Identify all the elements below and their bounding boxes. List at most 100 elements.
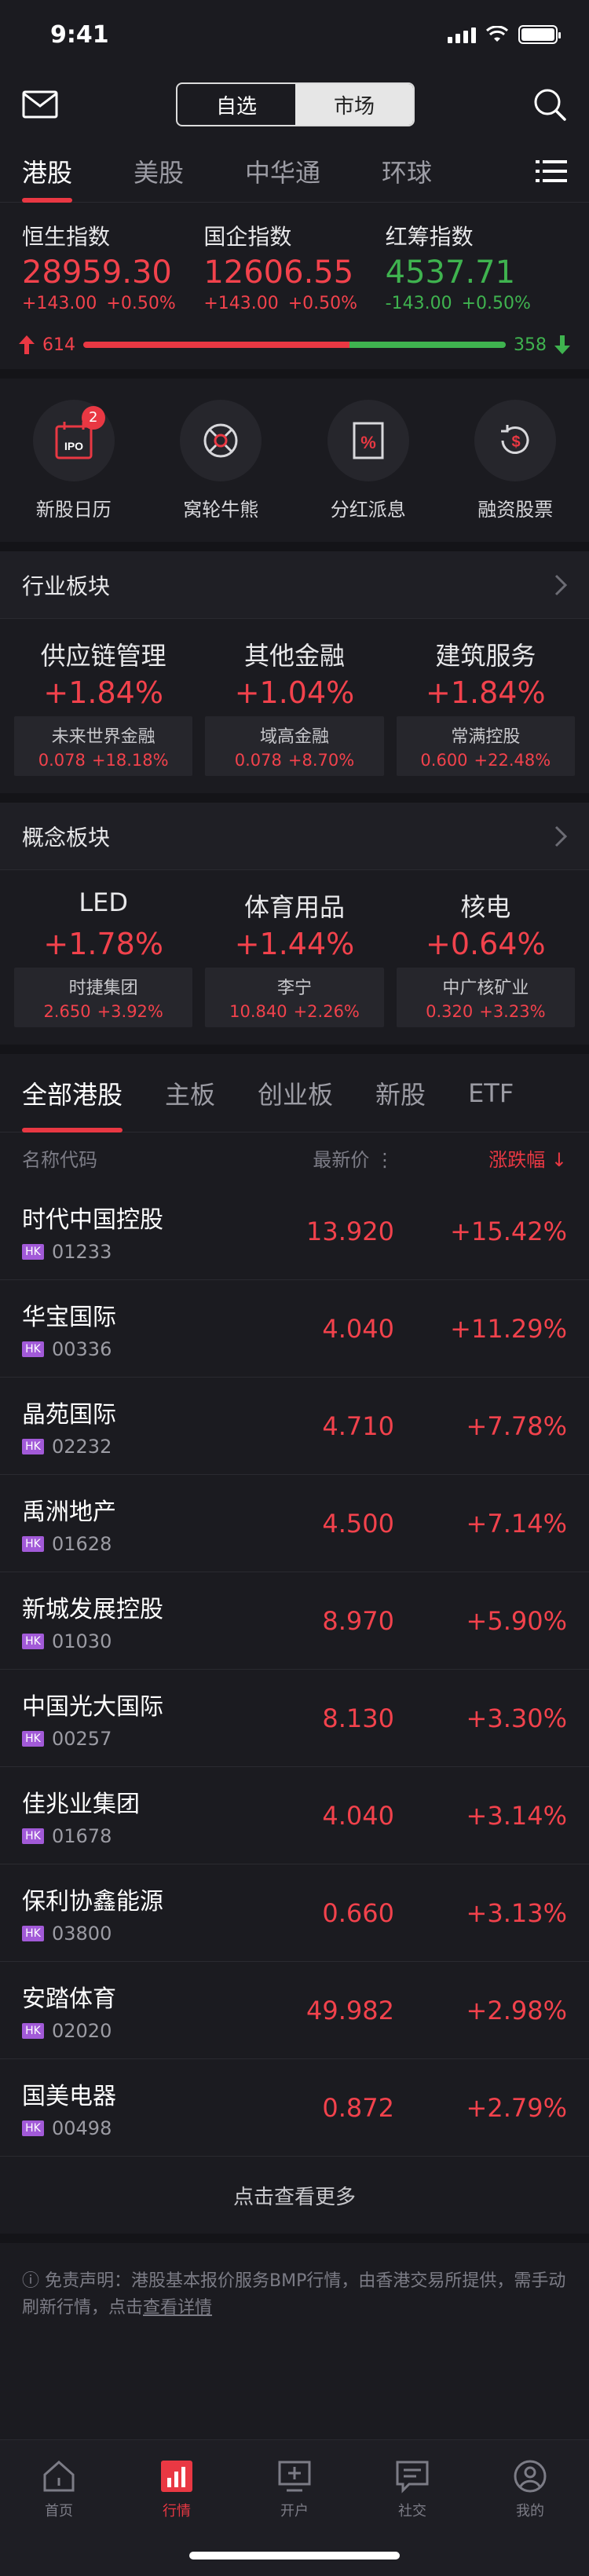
quick-margin-stocks[interactable]: $ 融资股票	[442, 399, 589, 521]
stock-change: +2.79%	[466, 2092, 567, 2123]
stock-price: 13.920	[306, 1216, 394, 1246]
tab-china-connect[interactable]: 中华通	[245, 157, 321, 188]
sector-card[interactable]: 供应链管理 +1.84% 未来世界金融 0.078 +18.18%	[14, 636, 193, 776]
tab-us[interactable]: 美股	[134, 157, 185, 188]
stock-name: 禹洲地产	[22, 1498, 116, 1526]
chevron-right-icon	[554, 574, 567, 595]
index-panel: 恒生指数 28959.30 +143.00 +0.50% 国企指数 12606.5…	[0, 203, 589, 320]
segment-watchlist[interactable]: 自选	[215, 94, 257, 119]
quick-warrants[interactable]: 窝轮牛熊	[148, 399, 295, 521]
mail-icon[interactable]	[22, 90, 58, 119]
sector-card[interactable]: 核电 +0.64% 中广核矿业 0.320 +3.23%	[396, 887, 575, 1027]
stock-info: 国美电器 HK 00498	[22, 2077, 221, 2139]
tabbar-market[interactable]: 行情	[118, 2459, 236, 2576]
stock-price: 4.040	[322, 1313, 394, 1344]
profile-icon	[514, 2460, 547, 2493]
disclaimer: ⓘ 免责声明：港股基本报价服务BMP行情，由香港交易所提供，需手动刷新行情，点击…	[0, 2243, 589, 2322]
stock-price: 8.130	[322, 1703, 394, 1733]
tabbar-social[interactable]: 社交	[353, 2459, 471, 2576]
stock-code: 03800	[52, 1922, 112, 1945]
ipo-calendar-icon: IPO 2	[32, 399, 115, 481]
hk-tag: HK	[22, 1243, 44, 1260]
menu-icon[interactable]	[536, 159, 567, 184]
tab-hk[interactable]: 港股	[22, 140, 73, 203]
header-change[interactable]: 涨跌幅 ↓	[488, 1148, 567, 1171]
hk-tag: HK	[22, 1925, 44, 1941]
sector-change: +1.84%	[426, 675, 546, 710]
list-header: 名称代码 最新价 ⋮ 涨跌幅 ↓	[0, 1132, 589, 1183]
table-row[interactable]: 新城发展控股 HK 01030 8.970 +5.90%	[0, 1572, 589, 1670]
table-row[interactable]: 禹洲地产 HK 01628 4.500 +7.14%	[0, 1475, 589, 1572]
quick-ipo-calendar[interactable]: IPO 2 新股日历	[0, 399, 148, 521]
table-row[interactable]: 中国光大国际 HK 00257 8.130 +3.30%	[0, 1670, 589, 1767]
concept-section-header[interactable]: 概念板块	[0, 803, 589, 870]
stock-code-line: HK 01233	[22, 1241, 221, 1263]
quick-label: 窝轮牛熊	[183, 498, 259, 521]
tab-global[interactable]: 环球	[382, 157, 433, 188]
tabbar-home[interactable]: 首页	[0, 2459, 118, 2576]
open-account-icon	[278, 2461, 311, 2492]
table-row[interactable]: 华宝国际 HK 00336 4.040 +11.29%	[0, 1280, 589, 1378]
stock-change: +3.30%	[466, 1703, 567, 1733]
home-icon	[43, 2460, 75, 2492]
table-row[interactable]: 时代中国控股 HK 01233 13.920 +15.42%	[0, 1183, 589, 1280]
leader-values: 0.078 +18.18%	[38, 751, 169, 770]
load-more-button[interactable]: 点击查看更多	[0, 2157, 589, 2243]
hk-tag: HK	[22, 1828, 44, 1844]
sort-desc-icon: ↓	[551, 1148, 567, 1171]
index-hscei[interactable]: 国企指数 12606.55 +143.00 +0.50%	[203, 220, 385, 320]
signal-icon	[448, 26, 476, 43]
stock-name: 中国光大国际	[22, 1692, 163, 1721]
table-row[interactable]: 安踏体育 HK 02020 49.982 +2.98%	[0, 1962, 589, 2059]
market-tabs: 港股 美股 中华通 环球	[0, 140, 589, 203]
header-price[interactable]: 最新价 ⋮	[313, 1148, 394, 1171]
stock-code-line: HK 01628	[22, 1533, 221, 1555]
sector-card[interactable]: 体育用品 +1.44% 李宁 10.840 +2.26%	[205, 887, 384, 1027]
stock-code-line: HK 00336	[22, 1338, 221, 1360]
tab-main-board[interactable]: 主板	[165, 1079, 216, 1110]
section-title: 概念板块	[22, 824, 111, 851]
sector-card[interactable]: LED +1.78% 时捷集团 2.650 +3.92%	[14, 887, 193, 1027]
warrant-icon	[180, 399, 262, 481]
tab-gem[interactable]: 创业板	[258, 1079, 334, 1110]
tabbar-open-account[interactable]: 开户	[236, 2459, 353, 2576]
breadth-bar-up	[83, 342, 349, 348]
table-row[interactable]: 保利协鑫能源 HK 03800 0.660 +3.13%	[0, 1864, 589, 1962]
quick-dividends[interactable]: % 分红派息	[294, 399, 442, 521]
tabbar-label: 我的	[516, 2503, 544, 2519]
info-icon: ⓘ	[22, 2271, 40, 2291]
index-hsi[interactable]: 恒生指数 28959.30 +143.00 +0.50%	[22, 220, 203, 320]
concept-sectors: LED +1.78% 时捷集团 2.650 +3.92% 体育用品 +1.44% …	[0, 870, 589, 1054]
industry-section-header[interactable]: 行业板块	[0, 551, 589, 619]
tabbar-profile[interactable]: 我的	[471, 2459, 589, 2576]
tab-etf[interactable]: ETF	[468, 1078, 514, 1108]
index-hscci[interactable]: 红筹指数 4537.71 -143.00 +0.50%	[386, 220, 567, 320]
arrow-up-icon	[19, 335, 35, 354]
stock-code: 02020	[52, 2019, 112, 2042]
table-row[interactable]: 国美电器 HK 00498 0.872 +2.79%	[0, 2059, 589, 2157]
sector-change: +1.84%	[43, 675, 163, 710]
stock-change: +11.29%	[450, 1313, 567, 1344]
svg-text:%: %	[360, 433, 376, 452]
battery-icon	[518, 25, 561, 44]
index-value: 4537.71	[385, 254, 516, 291]
sector-card[interactable]: 建筑服务 +1.84% 常满控股 0.600 +22.48%	[396, 636, 575, 776]
sector-leader: 域高金融 0.078 +8.70%	[205, 716, 384, 776]
index-change: -143.00 +0.50%	[385, 294, 531, 313]
tabbar-label: 社交	[398, 2503, 426, 2519]
table-row[interactable]: 晶苑国际 HK 02232 4.710 +7.78%	[0, 1378, 589, 1475]
disclaimer-link[interactable]: 查看详情	[143, 2298, 213, 2318]
table-row[interactable]: 佳兆业集团 HK 01678 4.040 +3.14%	[0, 1767, 589, 1864]
stock-info: 保利协鑫能源 HK 03800	[22, 1882, 221, 1945]
stock-info: 新城发展控股 HK 01030	[22, 1590, 221, 1652]
sector-card[interactable]: 其他金融 +1.04% 域高金融 0.078 +8.70%	[205, 636, 384, 776]
stock-change: +7.78%	[466, 1411, 567, 1441]
sector-leader: 中广核矿业 0.320 +3.23%	[396, 968, 575, 1027]
decliners-count: 358	[514, 335, 547, 355]
tab-new-listings[interactable]: 新股	[375, 1079, 426, 1110]
quick-label: 分红派息	[330, 498, 406, 521]
segment-market[interactable]: 市场	[295, 84, 413, 125]
tab-all-hk[interactable]: 全部港股	[22, 1054, 123, 1132]
search-icon[interactable]	[532, 87, 567, 122]
leader-values: 0.078 +8.70%	[234, 751, 355, 770]
